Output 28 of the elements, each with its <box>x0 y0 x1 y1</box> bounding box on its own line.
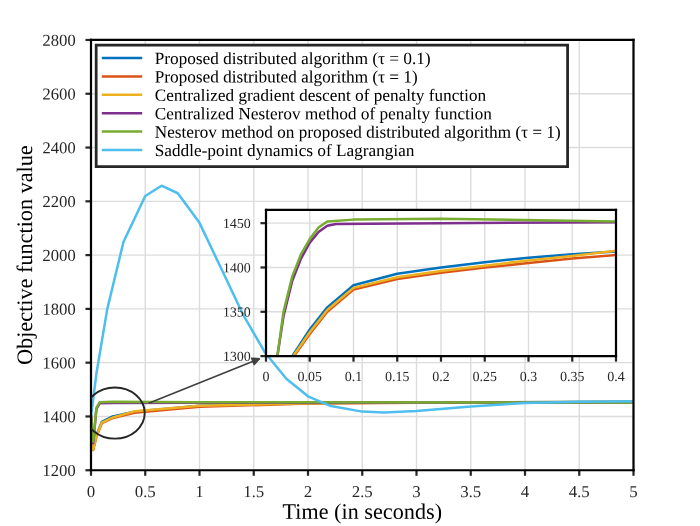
x-tick-label: 3.5 <box>461 486 481 498</box>
x-tick-label: 2 <box>304 486 312 498</box>
y-tick-label: 1800 <box>43 303 76 315</box>
x-tick-label: 2.5 <box>352 486 373 498</box>
x-tick-label: 1 <box>196 486 203 498</box>
x-tick-label: 1.5 <box>244 486 264 498</box>
x-tick-label: 5 <box>630 486 638 498</box>
legend-label: Proposed distributed algorithm (τ = 0.1) <box>155 52 430 68</box>
legend-label: Nesterov method on proposed distributed algorithm (τ = 1) <box>155 125 560 142</box>
y-tick-label: 1200 <box>43 464 76 477</box>
legend-label: Centralized gradient descent of penalty function <box>155 88 486 105</box>
y-tick-label: 1400 <box>43 411 76 423</box>
y-tick-label: 2600 <box>43 88 76 100</box>
y-tick-label: 2400 <box>43 142 76 154</box>
legend-label: Proposed distributed algorithm (τ = 1) <box>155 70 417 87</box>
x-tick-label: 4.5 <box>569 486 590 498</box>
x-tick-label: 4 <box>521 486 529 498</box>
y-tick-label: 2000 <box>43 249 76 262</box>
x-tick-label: 3 <box>413 486 421 498</box>
y-tick-label: 2200 <box>43 196 76 208</box>
x-axis-title: Time (in seconds) <box>282 503 442 524</box>
x-tick-label: 0.5 <box>135 486 156 498</box>
x-tick-label: 0 <box>87 486 95 498</box>
legend-label: Saddle-point dynamics of Lagrangian <box>155 143 415 160</box>
y-axis-title: Objective function value <box>16 146 37 365</box>
y-tick-label: 2800 <box>43 34 76 46</box>
legend-label: Centralized Nesterov method of penalty function <box>155 107 492 124</box>
y-tick-label: 1600 <box>43 357 76 369</box>
